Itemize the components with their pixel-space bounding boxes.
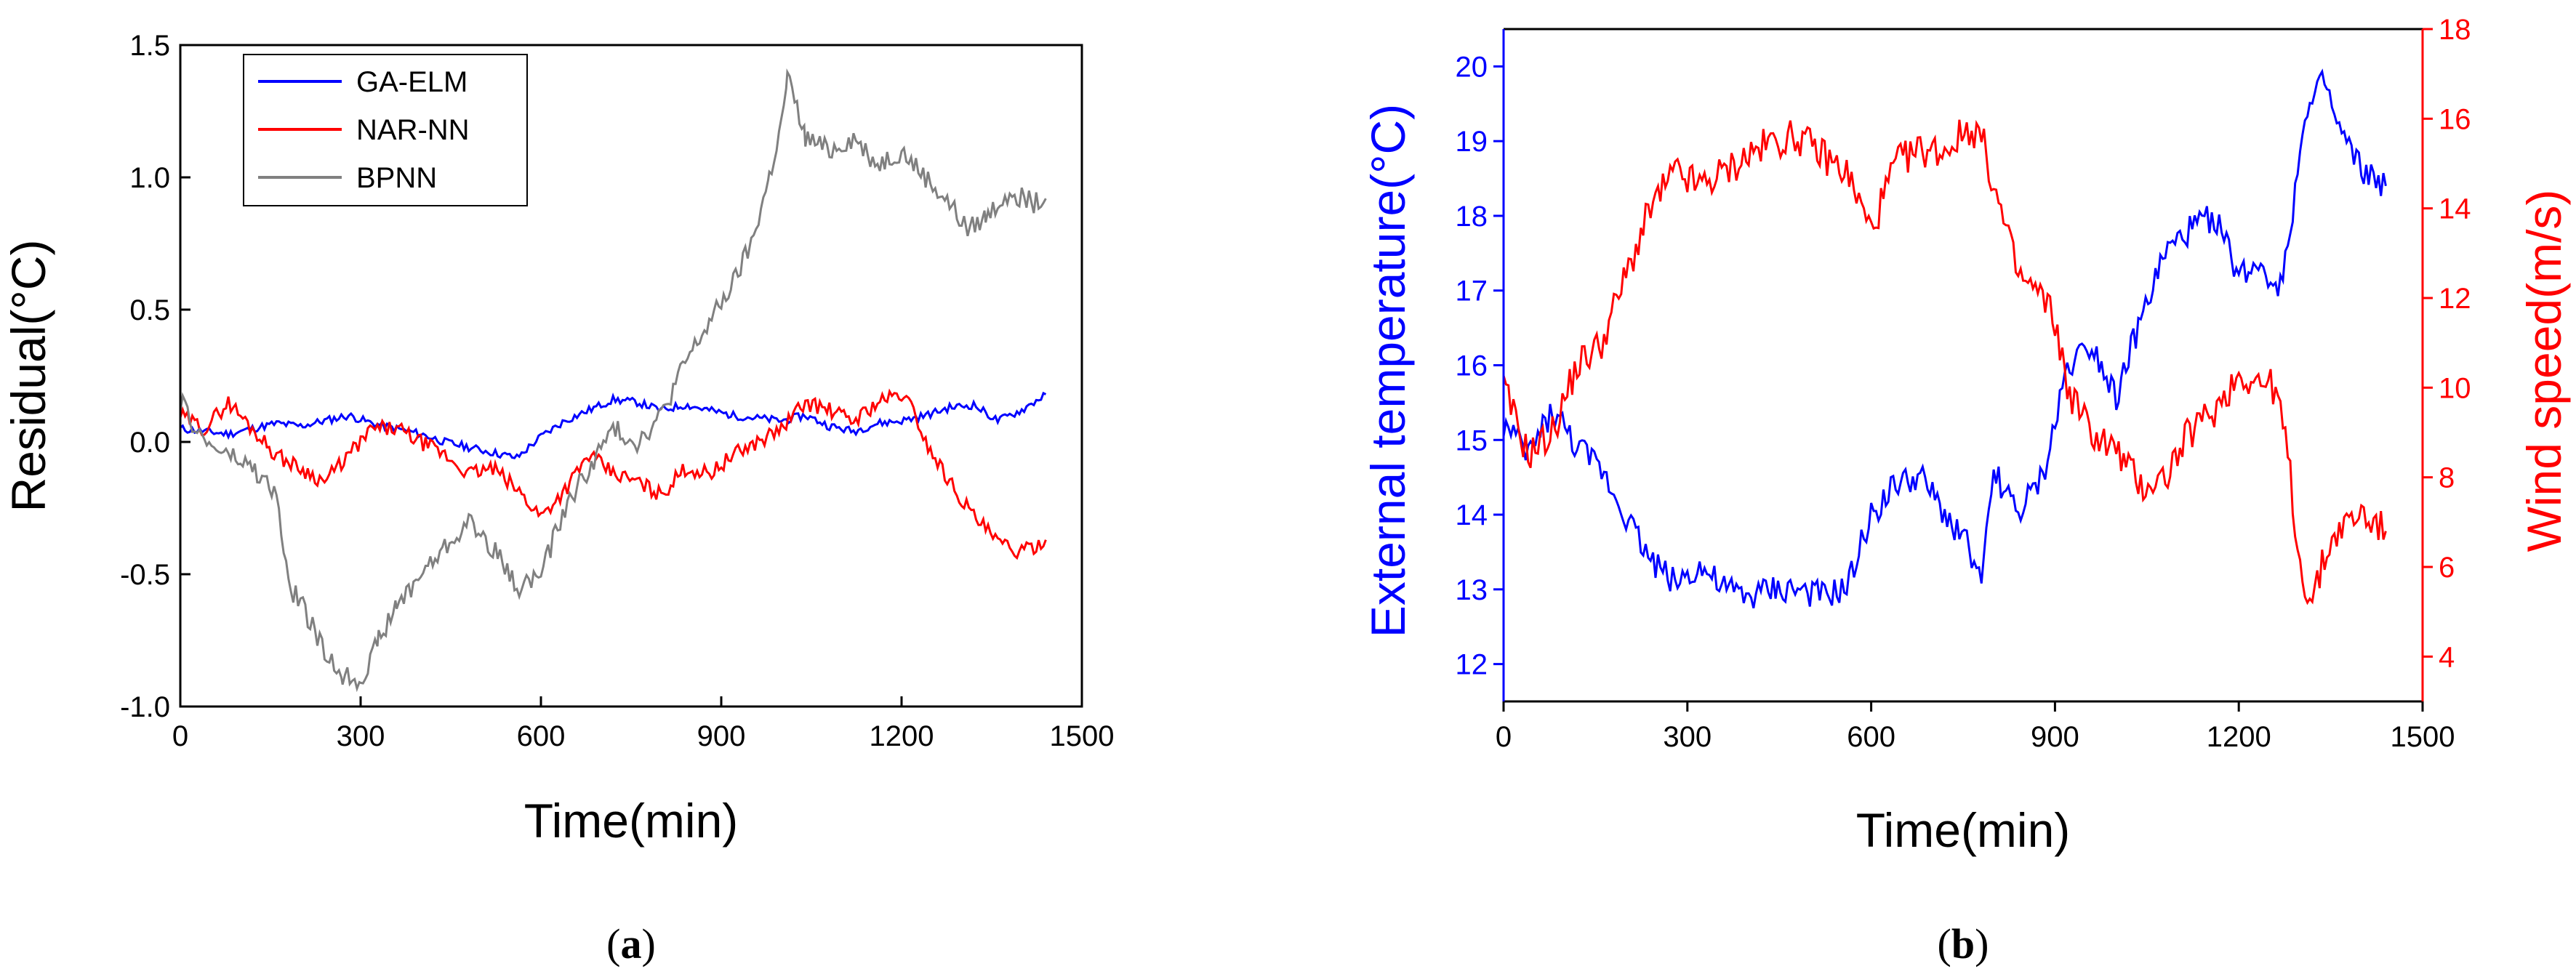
left-y-tick-label: 18 [1456, 201, 1488, 233]
panel-b-right-y-axis-label: Wind speed(m/s) [2517, 190, 2571, 552]
y-tick-label: 0.5 [129, 294, 170, 326]
right-y-tick-label: 14 [2439, 193, 2471, 225]
y-tick-label: 1.0 [129, 162, 170, 194]
series-line-external-temperature [1502, 68, 2387, 608]
x-tick-label: 1500 [1050, 720, 1115, 752]
right-y-tick-label: 16 [2439, 103, 2471, 135]
x-tick-label: 900 [2031, 721, 2079, 753]
left-y-tick-label: 12 [1456, 649, 1488, 681]
panel-a-x-axis-label: Time(min) [524, 794, 739, 848]
left-y-tick-label: 13 [1456, 574, 1488, 606]
legend-label-ga-elm: GA-ELM [356, 66, 468, 98]
right-y-tick-label: 4 [2439, 641, 2455, 673]
series-line-nar-nn [179, 388, 1047, 560]
panel-a-y-ticks: -1.0 -0.5 0.0 0.5 1.0 1.5 [120, 30, 190, 723]
left-y-tick-label: 20 [1456, 51, 1488, 83]
x-tick-label: 1500 [2391, 721, 2455, 753]
right-y-tick-label: 10 [2439, 372, 2471, 404]
left-y-tick-label: 14 [1456, 499, 1488, 531]
right-y-tick-label: 18 [2439, 14, 2471, 46]
x-tick-label: 300 [1663, 721, 1712, 753]
right-y-tick-label: 6 [2439, 552, 2455, 584]
left-y-tick-label: 19 [1456, 126, 1488, 158]
left-y-tick-label: 15 [1456, 424, 1488, 456]
y-tick-label: 1.5 [129, 30, 170, 62]
series-line-ga-elm [180, 391, 1047, 459]
panel-a-legend: GA-ELM NAR-NN BPNN [243, 54, 528, 206]
panel-b-x-axis-label: Time(min) [1856, 803, 2071, 857]
right-y-tick-label: 12 [2439, 283, 2471, 315]
series-line-bpnn [179, 68, 1047, 693]
x-tick-label: 1200 [870, 720, 934, 752]
x-tick-label: 0 [1496, 721, 1512, 753]
panel-a: 0 300 600 900 1200 1500 -1.0-0.50.00.51.01.5 … [1, 30, 1114, 967]
panel-b-left-y-axis-label: External temperature(°C) [1361, 104, 1415, 637]
series-line-wind-speed [1502, 119, 2387, 605]
legend-label-nar-nn: NAR-NN [356, 114, 470, 146]
panel-a-x-ticks: 0 300 600 900 1200 1500 [172, 696, 1115, 752]
panel-b-caption: (b) [1938, 920, 1989, 967]
panel-a-caption-letter: a [621, 920, 642, 967]
panel-a-caption: (a) [606, 920, 656, 967]
x-tick-label: 600 [1847, 721, 1895, 753]
panel-a-plot-frame [179, 44, 1083, 708]
x-tick-label: 900 [697, 720, 746, 752]
panel-b-left-y-ticks: 12 13 14 15 16 17 18 19 20 [1456, 51, 1504, 681]
panel-b-x-ticks: 0 300 600 900 1200 1500 [1496, 701, 2455, 753]
panel-b-right-y-ticks: 4 6 8 10 12 14 16 18 [2423, 14, 2471, 673]
right-y-tick-label: 8 [2439, 462, 2455, 494]
y-tick-label: -0.5 [120, 559, 170, 591]
y-tick-label: -1.0 [120, 691, 170, 723]
x-tick-label: 0 [172, 720, 188, 752]
x-tick-label: 600 [517, 720, 566, 752]
panel-b-caption-letter: b [1951, 920, 1975, 967]
legend-label-bpnn: BPNN [356, 162, 437, 194]
panel-b-plot-lines [1502, 68, 2387, 608]
panel-a-y-axis-label: Residual(°C) [1, 240, 55, 512]
left-y-tick-label: 16 [1456, 350, 1488, 382]
x-tick-label: 1200 [2207, 721, 2271, 753]
x-tick-label: 300 [337, 720, 385, 752]
left-y-tick-label: 17 [1456, 275, 1488, 307]
y-tick-label: 0.0 [129, 427, 170, 459]
panel-b: 0 300 600 900 1200 1500 12 13 14 15 16 17 18 19 20 4 6… [1361, 14, 2571, 967]
panel-a-plot-lines [179, 68, 1047, 693]
